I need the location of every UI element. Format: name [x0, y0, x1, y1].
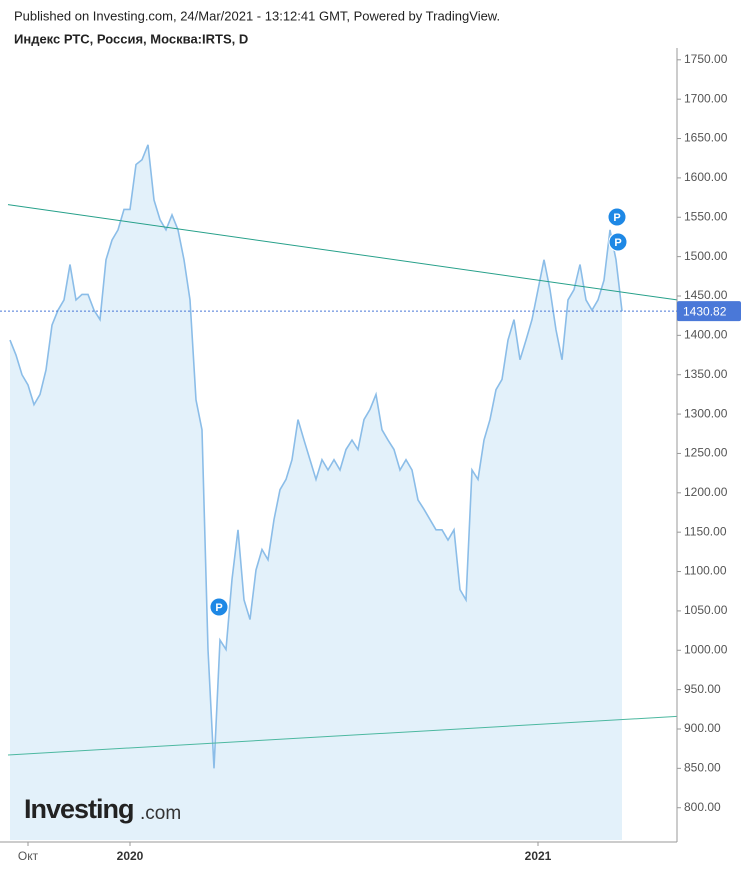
- trendline: [7, 715, 678, 756]
- y-tick-label: 900.00: [684, 721, 721, 735]
- y-tick-label: 1250.00: [684, 446, 728, 460]
- y-tick-label: 950.00: [684, 682, 721, 696]
- y-tick-label: 1100.00: [684, 564, 727, 578]
- event-marker: [608, 232, 628, 252]
- plot: [7, 144, 678, 841]
- y-tick-label: 1600.00: [684, 170, 728, 184]
- event-marker-label: P: [613, 212, 620, 224]
- x-tick-label: Окт: [18, 849, 39, 863]
- watermark-suffix: .com: [140, 803, 181, 824]
- y-tick-label: 1400.00: [684, 328, 728, 342]
- price-line: [9, 144, 623, 769]
- y-tick-label: 800.00: [684, 800, 721, 814]
- published-note: Published on Investing.com, 24/Mar/2021 …: [14, 8, 500, 23]
- y-tick-label: 1450.00: [684, 288, 728, 302]
- x-tick-label: 2021: [525, 849, 552, 863]
- last-price-label: 1430.82: [683, 304, 727, 318]
- area-fill: [10, 144, 622, 841]
- event-marker-label: P: [215, 602, 222, 614]
- event-marker: [607, 207, 627, 227]
- y-tick-label: 1550.00: [684, 209, 728, 223]
- y-tick-label: 1650.00: [684, 131, 728, 145]
- event-marker-label: P: [614, 237, 621, 249]
- watermark-brand: Investing: [24, 794, 134, 824]
- y-tick-label: 850.00: [684, 761, 721, 775]
- y-tick-label: 1750.00: [684, 52, 728, 66]
- y-tick-label: 1350.00: [684, 367, 728, 381]
- y-tick-label: 1200.00: [684, 485, 728, 499]
- y-tick-label: 1050.00: [684, 603, 728, 617]
- event-marker: [209, 597, 229, 617]
- trendline: [7, 204, 678, 301]
- symbol-title: Индекс РТС, Россия, Москва:IRTS, D: [14, 31, 248, 46]
- y-tick-label: 1150.00: [684, 524, 727, 538]
- y-tick-label: 1700.00: [684, 91, 728, 105]
- y-tick-label: 1000.00: [684, 642, 728, 656]
- y-tick-label: 1300.00: [684, 406, 728, 420]
- x-tick-label: 2020: [117, 849, 144, 863]
- last-price-tag: [677, 301, 741, 322]
- y-tick-label: 1500.00: [684, 249, 728, 263]
